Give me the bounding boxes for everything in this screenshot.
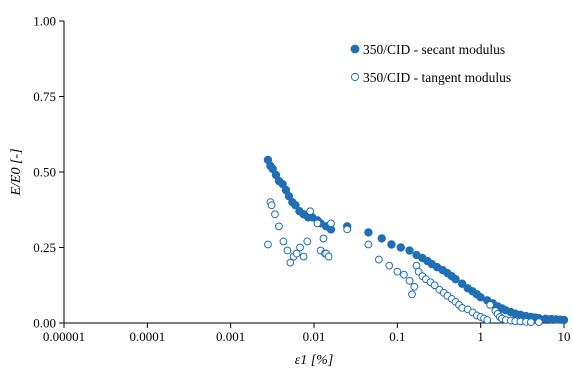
x-axis-title: ε1 [%] (295, 353, 334, 367)
secant-point (291, 201, 300, 210)
y-tick-label: 1.00 (33, 14, 56, 29)
secant-point (559, 315, 569, 325)
tangent-point (408, 290, 416, 299)
tangent-point (400, 270, 408, 279)
secant-point (387, 240, 396, 249)
tangent-point (385, 261, 394, 270)
tangent-point (296, 243, 304, 252)
secant-point (405, 246, 414, 255)
tangent-point (324, 252, 333, 261)
x-tick-label: 0.1 (389, 329, 405, 344)
tangent-point (264, 240, 272, 249)
secant-point (364, 228, 373, 237)
x-tick-label: 0.01 (303, 329, 326, 344)
axes (59, 20, 565, 328)
tangent-point (292, 249, 301, 258)
tangent-point (486, 300, 495, 309)
tangent-point (306, 207, 315, 216)
legend-marker-tangent (350, 72, 360, 82)
tangent-point (279, 237, 288, 246)
tangent-point (271, 210, 279, 219)
series-secant (263, 155, 569, 325)
series-tangent (264, 198, 543, 326)
x-tick-label: 0.0001 (129, 329, 165, 344)
secant-point (457, 279, 467, 288)
tangent-point (327, 219, 335, 228)
tangent-point (405, 276, 414, 285)
tangent-point (267, 201, 276, 210)
y-tick-label: 0.25 (33, 240, 56, 255)
tangent-point (319, 234, 328, 243)
tick-labels: 0.00001 0.0001 0.001 0.01 0.1 1 10 0.00 0.25 0.50… (33, 14, 570, 345)
y-tick-label: 0.75 (33, 89, 56, 104)
y-tick-label: 0.50 (33, 165, 56, 180)
tangent-point (343, 225, 352, 234)
secant-point (396, 243, 405, 252)
tangent-point (483, 316, 492, 324)
legend-marker-secant (350, 44, 360, 54)
tangent-point (283, 246, 292, 255)
y-axis-title: E/E0 [-] (9, 148, 24, 196)
tangent-point (430, 281, 439, 290)
x-tick-label: 1 (477, 329, 484, 344)
y-tick-label: 0.00 (33, 316, 56, 331)
tangent-point (526, 318, 535, 326)
tangent-point (313, 219, 322, 228)
secant-point (377, 234, 386, 243)
legend: 350/CID - secant modulus 350/CID - tange… (350, 42, 511, 85)
x-tick-label: 10 (558, 329, 571, 344)
tangent-point (364, 240, 373, 249)
x-tick-label: 0.00001 (43, 329, 85, 344)
secant-point (451, 275, 460, 284)
tangent-point (275, 222, 283, 231)
tangent-point (374, 255, 383, 264)
tangent-point (299, 252, 308, 261)
tangent-point (535, 318, 543, 326)
tangent-point (393, 267, 402, 276)
data-series (263, 155, 569, 326)
legend-label-tangent: 350/CID - tangent modulus (363, 70, 511, 85)
tangent-point (410, 282, 419, 291)
x-tick-label: 0.001 (216, 329, 245, 344)
tangent-point (286, 258, 295, 267)
tangent-point (303, 237, 312, 246)
legend-label-secant: 350/CID - secant modulus (363, 42, 505, 57)
